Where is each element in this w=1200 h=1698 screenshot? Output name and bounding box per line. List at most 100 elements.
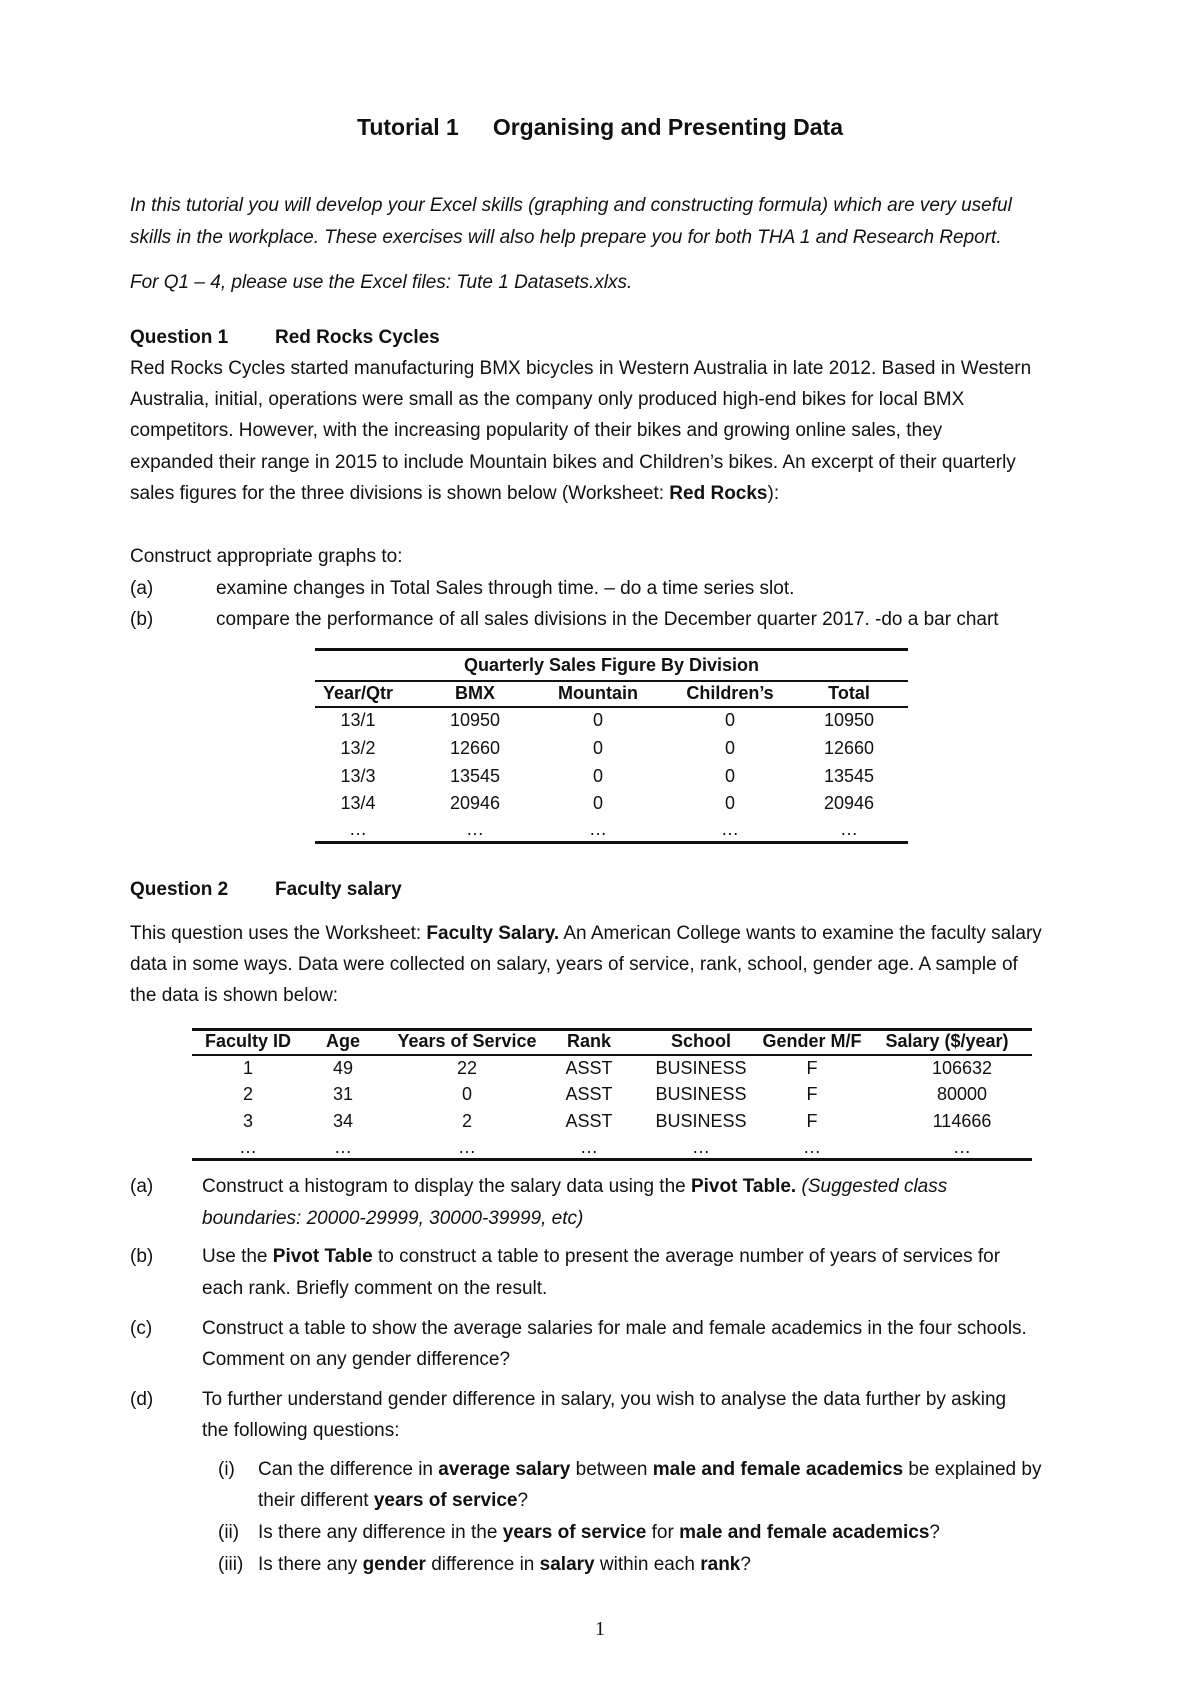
column-header: Age — [325, 1031, 361, 1051]
table-cell: 10950 — [449, 710, 501, 730]
text-segment: Red Rocks — [669, 483, 768, 504]
text-segment: (Suggested class — [796, 1176, 948, 1197]
table-cell: 2 — [461, 1111, 473, 1131]
text-segment: Use the — [202, 1246, 273, 1267]
table-cell: … — [239, 1137, 257, 1157]
page-title: Tutorial 1 Organising and Presenting Data — [0, 114, 1200, 141]
table-cell: 0 — [724, 738, 736, 758]
table-cell: 10950 — [823, 710, 875, 730]
text-segment: between — [570, 1459, 653, 1480]
text-segment: boundaries: 20000-29999, 30000-39999, et… — [202, 1208, 584, 1229]
table-cell: 13545 — [449, 766, 501, 786]
table-cell: 0 — [592, 766, 604, 786]
text-segment: their different — [258, 1490, 374, 1511]
table-header-rule — [315, 680, 908, 682]
question-2-heading: Faculty salary — [275, 879, 402, 900]
text-segment: An American College wants to examine the… — [559, 923, 1042, 944]
table-cell: BUSINESS — [655, 1111, 747, 1131]
table-cell: 49 — [332, 1058, 354, 1078]
part-label: (d) — [130, 1389, 154, 1410]
text-segment: each rank. Briefly comment on the result… — [202, 1278, 548, 1299]
table-caption: Quarterly Sales Figure By Division — [463, 655, 760, 675]
table-cell: 1 — [242, 1058, 254, 1078]
table-cell: … — [721, 819, 739, 839]
part-label: (c) — [130, 1318, 153, 1339]
table-cell: … — [458, 1137, 476, 1157]
column-header: Gender M/F — [762, 1031, 862, 1051]
text-segment: the following questions: — [202, 1420, 400, 1441]
text-segment: salary — [539, 1554, 595, 1575]
table-top-rule — [315, 648, 908, 651]
table-cell: 31 — [332, 1084, 354, 1104]
table-cell: 22 — [456, 1058, 478, 1078]
text-segment: Is there any difference in the — [258, 1522, 503, 1543]
table-cell: 0 — [592, 793, 604, 813]
table-cell: … — [589, 819, 607, 839]
table-cell: ASST — [565, 1058, 613, 1078]
table-cell: ASST — [565, 1111, 613, 1131]
text-segment: This question uses the Worksheet: — [130, 923, 427, 944]
table-header-bottom-rule — [315, 706, 908, 708]
text-segment: male and female academics — [652, 1459, 904, 1480]
question-1-body-line: competitors. However, with the increasin… — [130, 419, 942, 443]
text-segment: the data is shown below: — [130, 985, 339, 1006]
text-segment: Construct a table to show the average sa… — [202, 1318, 1027, 1339]
table-cell: … — [334, 1137, 352, 1157]
question-1-label: Question 1 — [130, 327, 229, 348]
text-segment: expanded their range in 2015 to include … — [130, 452, 1016, 473]
table-cell: 13545 — [823, 766, 875, 786]
text-segment: years of service — [373, 1490, 518, 1511]
table-cell: F — [806, 1058, 818, 1078]
part-text-line: Construct a histogram to display the sal… — [202, 1175, 947, 1199]
question-1-instruction: Construct appropriate graphs to: — [130, 546, 403, 567]
table-cell: 0 — [592, 738, 604, 758]
subpart-text-line: Is there any difference in the years of … — [258, 1521, 940, 1545]
table-cell: … — [580, 1137, 598, 1157]
text-segment: Construct a histogram to display the sal… — [202, 1176, 691, 1197]
text-segment: for — [646, 1522, 680, 1543]
table-cell: … — [840, 819, 858, 839]
text-segment: ? — [929, 1522, 940, 1543]
table-cell: F — [806, 1084, 818, 1104]
subpart-label: (i) — [218, 1459, 235, 1480]
table-cell: 20946 — [823, 793, 875, 813]
text-segment: Pivot Table — [272, 1246, 373, 1267]
subpart-label: (iii) — [218, 1554, 244, 1575]
text-segment: Pivot Table. — [690, 1176, 797, 1197]
table-cell: 0 — [724, 766, 736, 786]
part-text-line: the following questions: — [202, 1419, 400, 1443]
text-segment: To further understand gender difference … — [202, 1389, 1007, 1410]
table-cell: ASST — [565, 1084, 613, 1104]
text-segment: rank — [700, 1554, 741, 1575]
part-label: (b) — [130, 609, 154, 630]
part-text-line: Construct a table to show the average sa… — [202, 1317, 1027, 1341]
table-cell: F — [806, 1111, 818, 1131]
text-segment: gender — [362, 1554, 426, 1575]
table-cell: 12660 — [823, 738, 875, 758]
tutorial-number: Tutorial 1 — [357, 114, 459, 140]
column-header: Total — [828, 683, 870, 703]
question-1-body-line: expanded their range in 2015 to include … — [130, 451, 1016, 475]
question-1-body-line: Red Rocks Cycles started manufacturing B… — [130, 357, 1031, 381]
column-header: Mountain — [558, 683, 638, 703]
table-cell: 0 — [461, 1084, 473, 1104]
column-header: BMX — [455, 683, 495, 703]
text-segment: Is there any — [258, 1554, 363, 1575]
files-note: For Q1 – 4, please use the Excel files: … — [130, 271, 632, 295]
table-bottom-rule — [192, 1158, 1032, 1161]
column-header: Year/Qtr — [322, 683, 394, 703]
table-cell: 106632 — [931, 1058, 993, 1078]
text-segment: ? — [517, 1490, 529, 1511]
intro-line: skills in the workplace. These exercises… — [130, 226, 1002, 250]
table-cell: 3 — [242, 1111, 254, 1131]
column-header: Children’s — [686, 683, 774, 703]
text-segment: within each — [594, 1554, 701, 1575]
text-segment: male and female academics — [679, 1522, 930, 1543]
intro-line: In this tutorial you will develop your E… — [130, 194, 1012, 218]
text-segment: ? — [740, 1554, 751, 1575]
text-segment: competitors. However, with the increasin… — [130, 420, 943, 441]
question-2-body-line: This question uses the Worksheet: Facult… — [130, 922, 1042, 946]
table-cell: 13/3 — [340, 766, 376, 786]
table-cell: 13/2 — [340, 738, 376, 758]
table-bottom-rule — [315, 841, 908, 844]
